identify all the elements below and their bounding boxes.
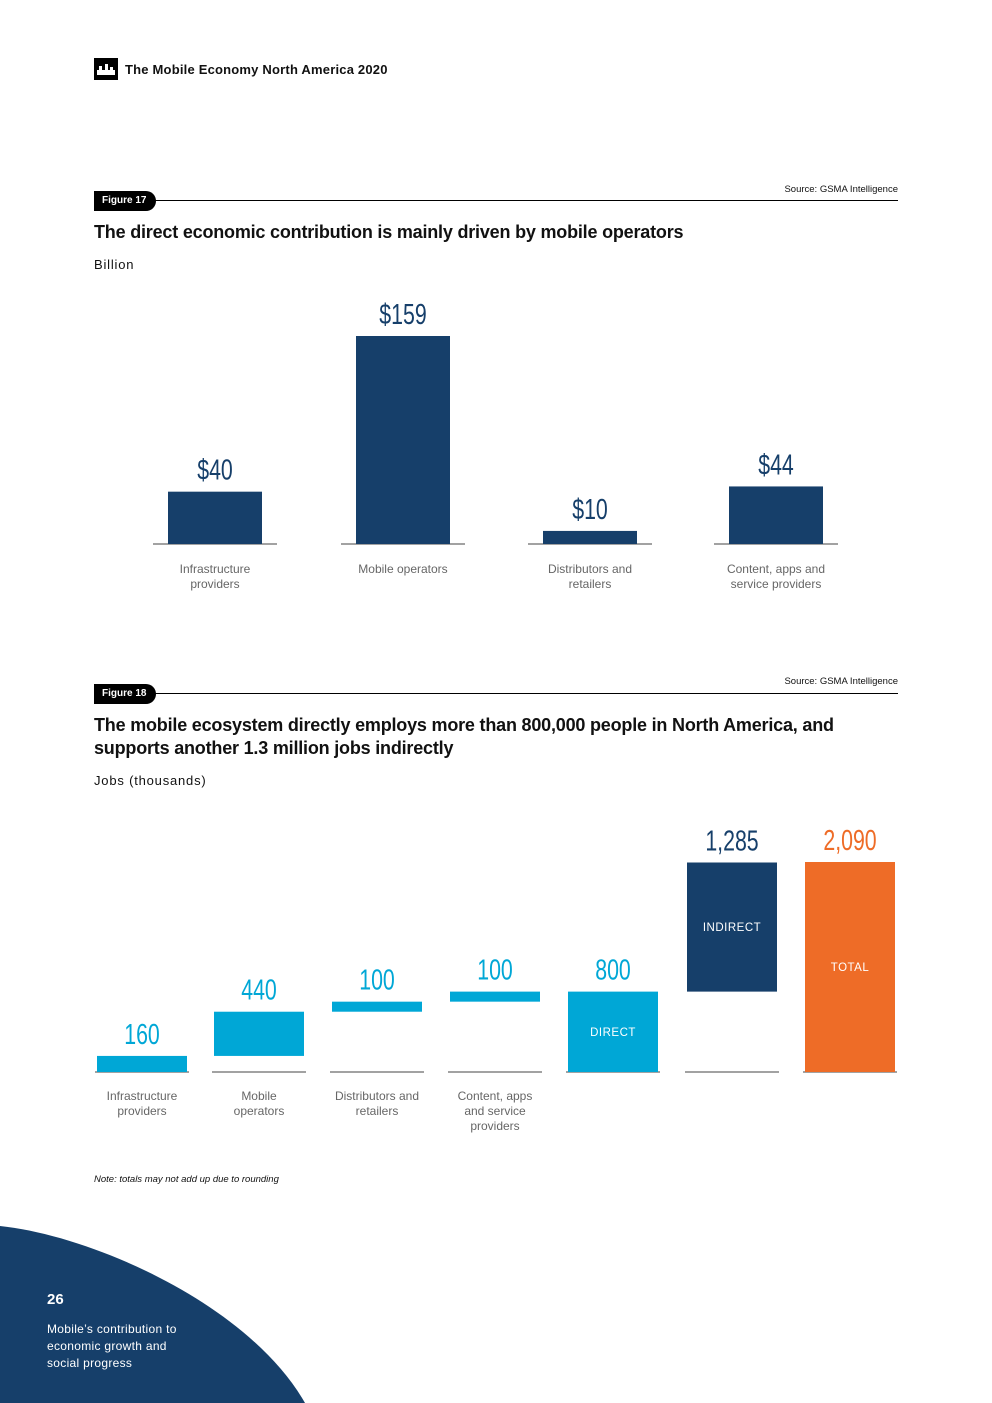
- chart-note: Note: totals may not add up due to round…: [94, 1174, 279, 1185]
- data-label: $44: [758, 449, 794, 481]
- bar: [568, 991, 658, 1072]
- tick-label: operators: [234, 1104, 285, 1118]
- data-label: 100: [477, 955, 513, 987]
- tick-label: Content, apps: [458, 1089, 533, 1103]
- tick-label: Mobile operators: [358, 562, 447, 576]
- figure18-source: Source: GSMA Intelligence: [784, 676, 898, 687]
- tick-label: providers: [117, 1104, 166, 1118]
- tick-label: Mobile: [241, 1089, 277, 1103]
- figure18-title: The mobile ecosystem directly employs mo…: [94, 715, 834, 758]
- page-number: 26: [47, 1291, 64, 1308]
- figure17-title: The direct economic contribution is main…: [94, 222, 684, 242]
- tick-label: retailers: [356, 1104, 399, 1118]
- bar: [97, 1055, 187, 1072]
- bar: [543, 530, 637, 544]
- bar: [332, 1001, 422, 1012]
- footer-shape: [0, 1226, 305, 1403]
- data-label: $40: [197, 455, 233, 487]
- gsma-logo-icon: [94, 58, 118, 80]
- figure18-waterfall-chart: 160Infrastructureproviders440Mobileopera…: [95, 825, 897, 1133]
- data-label: 2,090: [823, 825, 876, 857]
- tick-label: providers: [190, 577, 239, 591]
- data-label: 100: [359, 965, 395, 997]
- tick-label: and service: [464, 1104, 526, 1118]
- bar: [214, 1011, 304, 1056]
- bar: [168, 491, 262, 544]
- figure18-rule: [150, 693, 898, 694]
- bar: [729, 486, 823, 544]
- bar-inner-label: DIRECT: [590, 1027, 636, 1039]
- figure17-rule: [150, 200, 898, 201]
- data-label: 160: [124, 1019, 160, 1051]
- tick-label: Distributors and: [548, 562, 632, 576]
- bar-inner-label: TOTAL: [831, 962, 870, 974]
- bar-inner-label: INDIRECT: [703, 922, 761, 934]
- tick-label: Distributors and: [335, 1089, 419, 1103]
- bar: [450, 991, 540, 1002]
- figure18-unit: Jobs (thousands): [94, 773, 207, 788]
- data-label: 440: [241, 975, 277, 1007]
- bar: [805, 862, 895, 1072]
- tick-label: service providers: [731, 577, 822, 591]
- figure17-source: Source: GSMA Intelligence: [784, 184, 898, 195]
- figure17-unit: Billion: [94, 257, 135, 272]
- tick-label: providers: [470, 1119, 519, 1133]
- bar: [687, 862, 777, 992]
- data-label: 1,285: [705, 825, 758, 857]
- data-label: $159: [379, 299, 426, 331]
- figure17-tag: Figure 17: [94, 191, 157, 211]
- tick-label: Infrastructure: [180, 562, 251, 576]
- data-label: $10: [572, 494, 608, 526]
- bar: [356, 336, 450, 544]
- tick-label: Content, apps and: [727, 562, 825, 576]
- document-title: The Mobile Economy North America 2020: [125, 62, 388, 77]
- data-label: 800: [595, 955, 631, 987]
- section-title: Mobile’s contribution to economic growth…: [47, 1322, 177, 1370]
- tick-label: Infrastructure: [107, 1089, 178, 1103]
- tick-label: retailers: [569, 577, 612, 591]
- figure18-tag: Figure 18: [94, 684, 157, 704]
